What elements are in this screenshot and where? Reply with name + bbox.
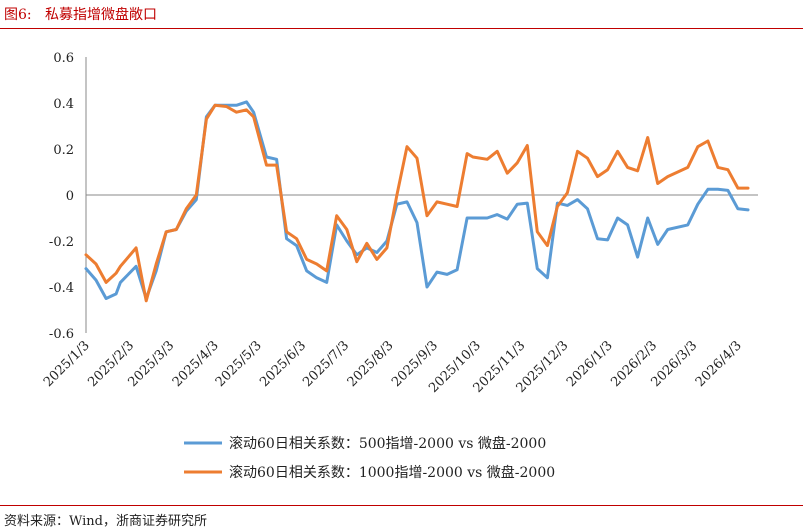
bottom-divider xyxy=(0,505,803,506)
source-note: 资料来源：Wind，浙商证券研究所 xyxy=(4,514,207,529)
line-chart: -0.6-0.4-0.200.20.40.6 2025/1/32025/2/32… xyxy=(41,51,758,481)
series-layer xyxy=(84,100,750,303)
chart-title: 私募指增微盘敞口 xyxy=(44,7,157,23)
figure-title: 图6: 私募指增微盘敞口 xyxy=(4,4,157,24)
x-tick-label: 2025/8/3 xyxy=(345,338,397,390)
x-tick-label: 2025/1/3 xyxy=(41,338,93,390)
x-tick-label: 2025/4/3 xyxy=(170,338,222,390)
y-tick-label: 0.6 xyxy=(53,51,74,66)
x-tick-label: 2026/4/3 xyxy=(693,338,745,390)
series-1-line xyxy=(84,100,750,300)
x-tick-label: 2025/6/3 xyxy=(257,338,309,390)
series-2-line xyxy=(84,103,750,303)
legend-label-2: 滚动60日相关系数：1000指增-2000 vs 微盘-2000 xyxy=(229,464,555,481)
legend-label-1: 滚动60日相关系数：500指增-2000 vs 微盘-2000 xyxy=(229,435,546,452)
y-tick-label: -0.2 xyxy=(49,235,74,250)
y-tick-label: 0 xyxy=(66,189,74,204)
x-tick-label: 2026/1/3 xyxy=(564,338,616,390)
y-axis: -0.6 -0.4 -0.2 0 0.2 0.4 0.6 xyxy=(49,51,87,342)
figure-label: 图6: xyxy=(4,7,32,23)
x-tick-label: 2025/5/3 xyxy=(213,338,265,390)
y-tick-label: 0.4 xyxy=(53,97,74,112)
y-tick-label: -0.6 xyxy=(49,327,74,342)
y-tick-label: -0.4 xyxy=(49,281,74,296)
x-tick-label: 2025/7/3 xyxy=(300,338,352,390)
y-tick-label: 0.2 xyxy=(53,143,74,158)
legend: 滚动60日相关系数：500指增-2000 vs 微盘-2000 滚动60日相关系数… xyxy=(184,435,555,481)
top-divider xyxy=(0,28,803,29)
